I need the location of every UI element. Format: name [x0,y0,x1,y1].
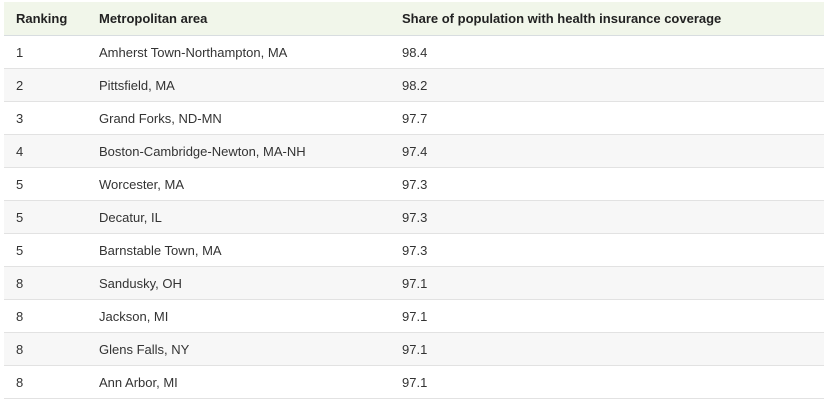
cell-ranking: 3 [4,101,87,135]
header-row: Ranking Metropolitan area Share of popul… [4,2,824,36]
ranking-table: Ranking Metropolitan area Share of popul… [4,2,824,399]
cell-insurance-share: 97.1 [390,299,824,333]
cell-insurance-share: 97.7 [390,101,824,135]
cell-ranking: 4 [4,134,87,168]
cell-metropolitan-area: Worcester, MA [87,167,390,201]
table-row: 4 Boston-Cambridge-Newton, MA-NH 97.4 [4,134,824,168]
cell-ranking: 5 [4,200,87,234]
header-insurance-share: Share of population with health insuranc… [390,2,824,36]
table-row: 8 Jackson, MI 97.1 [4,299,824,333]
cell-ranking: 8 [4,332,87,366]
cell-metropolitan-area: Jackson, MI [87,299,390,333]
cell-ranking: 8 [4,365,87,399]
table-row: 2 Pittsfield, MA 98.2 [4,68,824,102]
cell-insurance-share: 97.1 [390,266,824,300]
cell-ranking: 8 [4,299,87,333]
cell-insurance-share: 97.4 [390,134,824,168]
header-metropolitan-area: Metropolitan area [87,2,390,36]
cell-metropolitan-area: Amherst Town-Northampton, MA [87,35,390,69]
cell-ranking: 5 [4,233,87,267]
cell-ranking: 5 [4,167,87,201]
ranking-table-container: Ranking Metropolitan area Share of popul… [4,2,824,399]
cell-metropolitan-area: Barnstable Town, MA [87,233,390,267]
table-row: 5 Worcester, MA 97.3 [4,167,824,201]
cell-insurance-share: 97.3 [390,233,824,267]
cell-insurance-share: 98.4 [390,35,824,69]
cell-ranking: 8 [4,266,87,300]
cell-metropolitan-area: Pittsfield, MA [87,68,390,102]
cell-insurance-share: 97.1 [390,365,824,399]
table-row: 5 Decatur, IL 97.3 [4,200,824,234]
cell-ranking: 1 [4,35,87,69]
table-row: 8 Ann Arbor, MI 97.1 [4,365,824,399]
table-body: 1 Amherst Town-Northampton, MA 98.4 2 Pi… [4,35,824,399]
cell-insurance-share: 97.3 [390,167,824,201]
cell-insurance-share: 98.2 [390,68,824,102]
table-row: 3 Grand Forks, ND-MN 97.7 [4,101,824,135]
table-row: 8 Sandusky, OH 97.1 [4,266,824,300]
cell-ranking: 2 [4,68,87,102]
cell-metropolitan-area: Glens Falls, NY [87,332,390,366]
cell-insurance-share: 97.3 [390,200,824,234]
cell-metropolitan-area: Boston-Cambridge-Newton, MA-NH [87,134,390,168]
cell-metropolitan-area: Sandusky, OH [87,266,390,300]
header-ranking: Ranking [4,2,87,36]
table-row: 5 Barnstable Town, MA 97.3 [4,233,824,267]
table-row: 8 Glens Falls, NY 97.1 [4,332,824,366]
cell-metropolitan-area: Decatur, IL [87,200,390,234]
table-header: Ranking Metropolitan area Share of popul… [4,2,824,36]
cell-insurance-share: 97.1 [390,332,824,366]
cell-metropolitan-area: Grand Forks, ND-MN [87,101,390,135]
cell-metropolitan-area: Ann Arbor, MI [87,365,390,399]
table-row: 1 Amherst Town-Northampton, MA 98.4 [4,35,824,69]
